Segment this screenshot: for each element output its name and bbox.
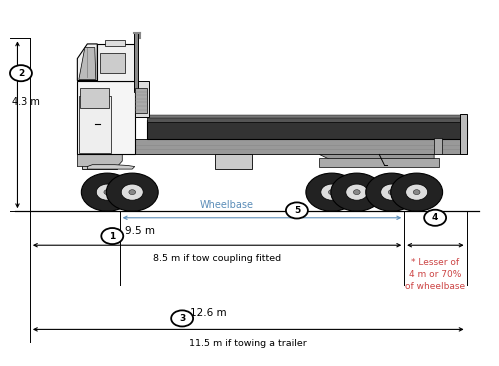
FancyBboxPatch shape — [147, 117, 467, 122]
Circle shape — [321, 184, 343, 200]
FancyBboxPatch shape — [77, 81, 135, 154]
Circle shape — [10, 65, 32, 81]
FancyBboxPatch shape — [319, 158, 439, 167]
FancyBboxPatch shape — [97, 44, 135, 81]
FancyBboxPatch shape — [82, 154, 117, 169]
Circle shape — [286, 202, 308, 219]
Circle shape — [346, 184, 368, 200]
Polygon shape — [79, 48, 96, 79]
Text: 11.5 m if towing a trailer: 11.5 m if towing a trailer — [190, 339, 307, 348]
Polygon shape — [77, 44, 97, 81]
Polygon shape — [319, 154, 434, 159]
Circle shape — [101, 228, 123, 244]
Circle shape — [424, 210, 446, 226]
Circle shape — [306, 173, 358, 211]
FancyBboxPatch shape — [135, 88, 147, 113]
Text: 3: 3 — [179, 314, 185, 323]
Circle shape — [96, 184, 118, 200]
FancyBboxPatch shape — [147, 120, 467, 139]
Circle shape — [331, 173, 383, 211]
Circle shape — [104, 190, 111, 195]
Text: Wheelbase: Wheelbase — [200, 201, 254, 210]
FancyBboxPatch shape — [105, 40, 125, 46]
FancyBboxPatch shape — [134, 33, 138, 92]
Circle shape — [129, 190, 136, 195]
Text: 1: 1 — [109, 232, 115, 240]
Circle shape — [353, 190, 360, 195]
Text: 8.5 m if tow coupling fitted: 8.5 m if tow coupling fitted — [153, 254, 281, 264]
Circle shape — [106, 173, 158, 211]
FancyBboxPatch shape — [135, 81, 149, 117]
FancyBboxPatch shape — [434, 138, 442, 154]
Circle shape — [381, 184, 403, 200]
Circle shape — [406, 184, 428, 200]
Text: 5: 5 — [294, 206, 300, 215]
Circle shape — [328, 190, 335, 195]
Text: 2: 2 — [18, 69, 24, 78]
Text: 12.6 m: 12.6 m — [190, 309, 226, 318]
Circle shape — [366, 173, 418, 211]
Circle shape — [121, 184, 143, 200]
FancyBboxPatch shape — [80, 88, 109, 108]
Circle shape — [81, 173, 133, 211]
Text: 4: 4 — [432, 213, 438, 222]
Circle shape — [391, 173, 443, 211]
FancyBboxPatch shape — [77, 139, 467, 154]
Circle shape — [413, 190, 420, 195]
Text: 9.5 m: 9.5 m — [125, 226, 155, 236]
Circle shape — [171, 310, 193, 326]
FancyBboxPatch shape — [215, 154, 252, 169]
FancyBboxPatch shape — [460, 114, 467, 154]
Text: * Lesser of
4 m or 70%
of wheelbase: * Lesser of 4 m or 70% of wheelbase — [405, 258, 465, 291]
Circle shape — [388, 190, 395, 195]
Polygon shape — [87, 165, 135, 169]
Polygon shape — [77, 154, 122, 167]
FancyBboxPatch shape — [147, 115, 467, 118]
FancyBboxPatch shape — [79, 96, 111, 153]
Text: 4.3 m: 4.3 m — [12, 97, 40, 108]
FancyBboxPatch shape — [100, 53, 125, 73]
